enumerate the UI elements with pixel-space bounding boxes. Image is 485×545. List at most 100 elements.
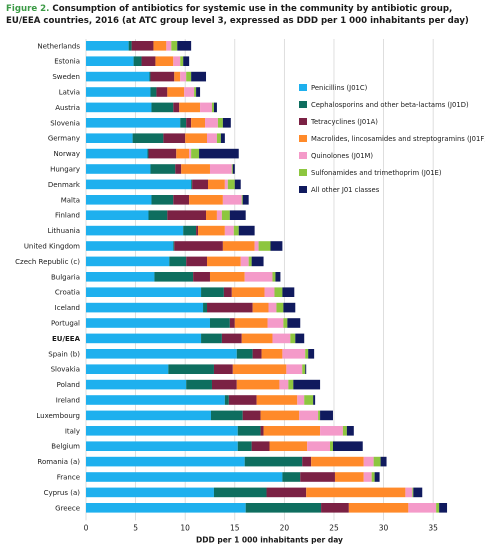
bar-segment — [177, 41, 192, 51]
legend-label: Cephalosporins and other beta-lactams (J… — [311, 101, 469, 109]
x-axis-label: DDD per 1 000 inhabitants per day — [196, 535, 343, 544]
bar-segment — [155, 56, 174, 66]
bar-segment — [227, 179, 235, 190]
bar-segment — [153, 41, 167, 51]
bar-segment — [209, 272, 245, 282]
category-label: Luxembourg — [36, 412, 80, 420]
legend-swatch — [299, 186, 307, 193]
legend-label: Penicillins (J01C) — [311, 84, 368, 92]
bar-segment — [241, 333, 273, 344]
bar-segment — [282, 287, 295, 297]
bar-segment — [86, 441, 238, 451]
bar-segment — [268, 302, 277, 313]
bar-segment — [183, 56, 190, 66]
bar-segment — [412, 487, 414, 498]
bar-segment — [216, 210, 222, 220]
bar-segment — [86, 164, 151, 174]
bar-segment — [168, 364, 214, 374]
bar-segment — [175, 164, 182, 174]
category-label: Iceland — [55, 304, 80, 312]
bar-segment — [224, 179, 228, 190]
bar-segment — [86, 503, 246, 513]
legend-label: Quinolones (J01M) — [311, 152, 373, 160]
bar-segment — [86, 395, 225, 405]
bar-segment — [86, 318, 210, 328]
bar-segment — [283, 302, 296, 313]
bar-segment — [194, 87, 197, 97]
bar-segment — [179, 102, 201, 113]
category-label: Hungary — [50, 166, 80, 174]
bar-segment — [192, 179, 209, 190]
bar-segment — [313, 395, 316, 405]
bar-segment — [86, 56, 134, 66]
x-tick-label: 30 — [379, 523, 389, 532]
bar-segment — [180, 118, 187, 128]
figure-title-text: Consumption of antibiotics for systemic … — [6, 4, 469, 26]
x-tick-label: 25 — [329, 523, 339, 532]
bar-segment — [86, 472, 283, 482]
bar-segment — [180, 56, 184, 66]
category-label: Italy — [65, 427, 80, 435]
bar-segment — [174, 241, 223, 251]
bar-segment — [224, 225, 234, 236]
bar-segment — [237, 441, 252, 451]
bar-segment — [363, 472, 372, 482]
x-tick-label: 5 — [133, 523, 138, 532]
bar-segment — [86, 272, 155, 282]
bar-segment — [342, 426, 347, 436]
bar-segment — [374, 472, 380, 482]
bar-segment — [196, 87, 201, 97]
bar-segment — [241, 195, 243, 205]
category-label: Ireland — [56, 397, 80, 405]
category-label: Cyprus (a) — [44, 489, 81, 497]
bar-segment — [173, 195, 190, 205]
bar-segment — [244, 272, 273, 282]
legend-swatch — [299, 101, 307, 108]
bar-segment — [231, 164, 233, 174]
category-label: Lithuania — [48, 227, 80, 235]
bar-segment — [211, 379, 237, 390]
category-label: Sweden — [52, 73, 80, 81]
bar-segment — [439, 503, 448, 513]
bar-segment — [270, 241, 283, 251]
bar-segment — [163, 133, 186, 143]
bar-segment — [132, 133, 164, 143]
bar-segment — [260, 410, 300, 421]
bar-segment — [213, 102, 217, 113]
bar-segment — [269, 441, 308, 451]
bar-segment — [86, 133, 133, 143]
bar-segment — [334, 472, 364, 482]
bar-segment — [86, 426, 238, 436]
bar-segment — [86, 179, 192, 190]
bar-segment — [86, 410, 211, 421]
bar-segment — [234, 179, 241, 190]
bar-segment — [222, 241, 255, 251]
bar-segment — [167, 87, 185, 97]
x-tick-label: 20 — [280, 523, 290, 532]
bar-segment — [238, 225, 255, 236]
bar-segment — [207, 133, 217, 143]
bar-segment — [263, 426, 321, 436]
bar-segment — [221, 210, 230, 220]
bar-segment — [180, 71, 187, 82]
bar-segment — [186, 256, 208, 267]
bar-segment — [133, 56, 142, 66]
bar-segment — [413, 487, 423, 498]
bar-segment — [207, 256, 241, 267]
bar-segment — [209, 164, 232, 174]
bar-segment — [232, 364, 287, 374]
bar-segment — [86, 241, 174, 251]
legend: Penicillins (J01C) Cephalosporins and oth… — [299, 84, 485, 194]
bar-segment — [287, 318, 301, 328]
bar-segment — [176, 148, 190, 159]
bar-segment — [348, 503, 409, 513]
bar-segment — [185, 133, 208, 143]
category-label: United Kingdom — [24, 243, 80, 251]
bar-segment — [305, 364, 307, 374]
bar-segment — [293, 379, 321, 390]
bars — [86, 41, 448, 513]
bar-segment — [346, 426, 354, 436]
bar-segment — [211, 102, 214, 113]
bar-segment — [86, 364, 169, 374]
bar-segment — [131, 41, 154, 51]
